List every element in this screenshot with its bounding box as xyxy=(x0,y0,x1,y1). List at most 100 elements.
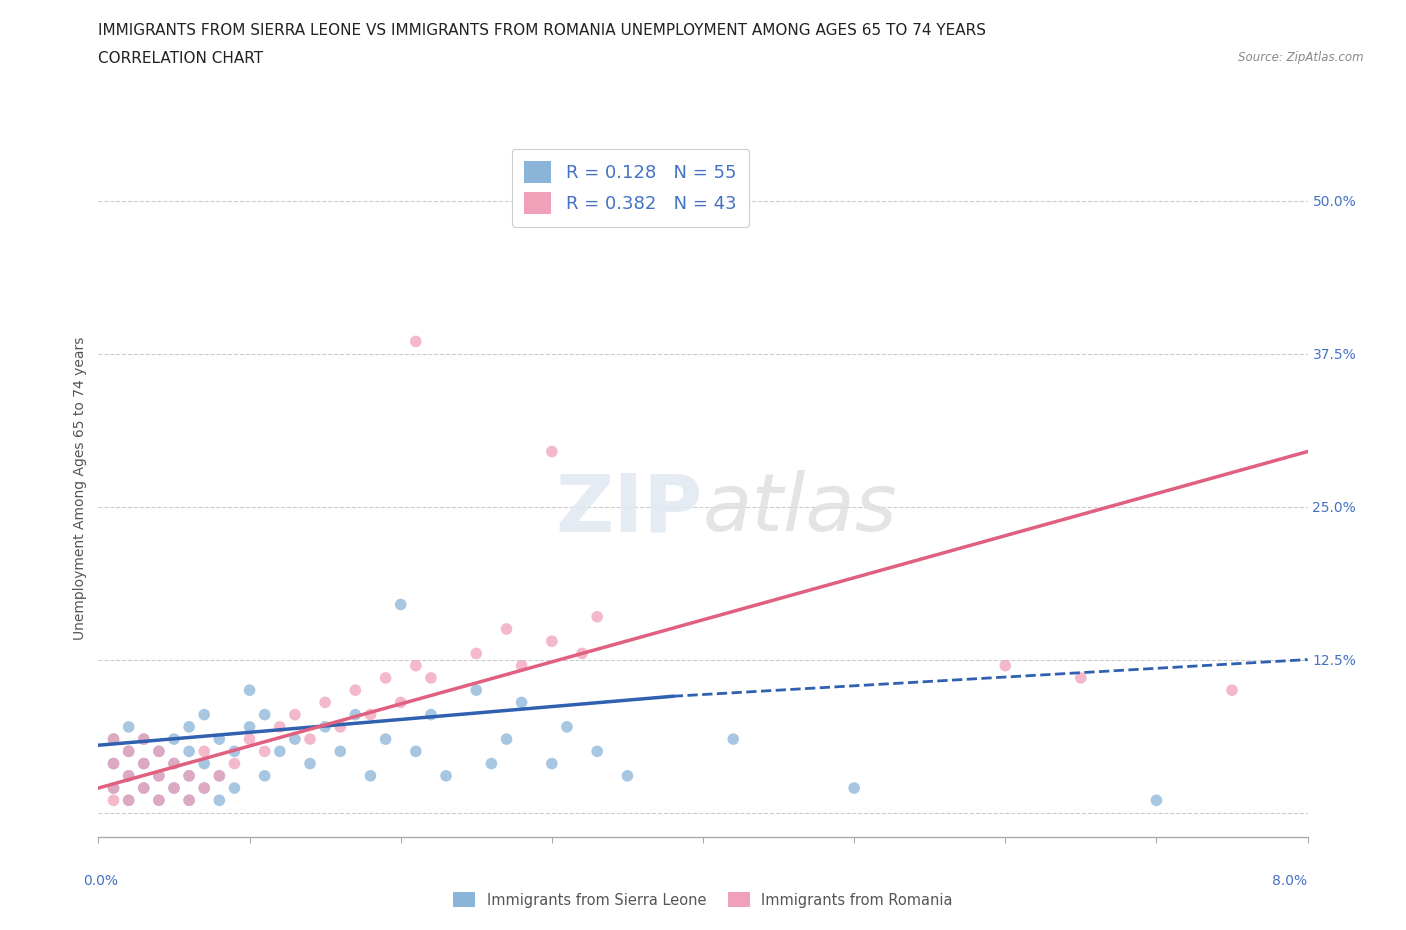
Point xyxy=(723,732,745,747)
Legend: Immigrants from Sierra Leone, Immigrants from Romania: Immigrants from Sierra Leone, Immigrants… xyxy=(447,886,959,913)
Point xyxy=(179,768,201,783)
Point xyxy=(239,720,262,735)
Point xyxy=(103,793,125,808)
Point xyxy=(239,732,262,747)
Point xyxy=(269,720,291,735)
Point xyxy=(253,744,276,759)
Point xyxy=(163,780,186,795)
Text: 0.0%: 0.0% xyxy=(83,873,118,888)
Point xyxy=(405,334,427,349)
Point xyxy=(179,793,201,808)
Text: 8.0%: 8.0% xyxy=(1272,873,1308,888)
Point xyxy=(329,720,352,735)
Point xyxy=(389,597,412,612)
Point xyxy=(148,768,170,783)
Point xyxy=(1070,671,1092,685)
Point xyxy=(253,768,276,783)
Point xyxy=(179,744,201,759)
Point xyxy=(193,707,215,722)
Point xyxy=(1146,793,1168,808)
Point xyxy=(269,744,291,759)
Y-axis label: Unemployment Among Ages 65 to 74 years: Unemployment Among Ages 65 to 74 years xyxy=(73,337,87,640)
Point xyxy=(193,744,215,759)
Point xyxy=(465,683,488,698)
Point xyxy=(344,683,367,698)
Point xyxy=(163,732,186,747)
Point xyxy=(118,744,141,759)
Point xyxy=(844,780,866,795)
Point xyxy=(103,732,125,747)
Point xyxy=(284,707,307,722)
Point xyxy=(103,780,125,795)
Point xyxy=(132,756,155,771)
Point xyxy=(118,793,141,808)
Point xyxy=(481,756,503,771)
Point xyxy=(208,732,231,747)
Point xyxy=(420,671,443,685)
Point xyxy=(420,707,443,722)
Point xyxy=(495,732,517,747)
Point xyxy=(103,732,125,747)
Point xyxy=(208,768,231,783)
Point xyxy=(510,695,533,710)
Point xyxy=(163,756,186,771)
Point xyxy=(132,732,155,747)
Text: IMMIGRANTS FROM SIERRA LEONE VS IMMIGRANTS FROM ROMANIA UNEMPLOYMENT AMONG AGES : IMMIGRANTS FROM SIERRA LEONE VS IMMIGRAN… xyxy=(98,23,987,38)
Point xyxy=(103,756,125,771)
Point xyxy=(586,744,609,759)
Point xyxy=(299,756,322,771)
Point xyxy=(148,768,170,783)
Point xyxy=(299,732,322,747)
Point xyxy=(314,695,336,710)
Point xyxy=(148,793,170,808)
Point xyxy=(224,744,246,759)
Point xyxy=(118,768,141,783)
Point xyxy=(434,768,457,783)
Point xyxy=(374,671,396,685)
Text: ZIP: ZIP xyxy=(555,471,703,548)
Text: Source: ZipAtlas.com: Source: ZipAtlas.com xyxy=(1239,51,1364,64)
Point xyxy=(374,732,396,747)
Point xyxy=(193,780,215,795)
Point xyxy=(994,658,1017,673)
Point xyxy=(179,793,201,808)
Point xyxy=(132,732,155,747)
Point xyxy=(541,756,564,771)
Point xyxy=(586,609,609,624)
Point xyxy=(179,720,201,735)
Point xyxy=(163,756,186,771)
Point xyxy=(405,658,427,673)
Point xyxy=(132,780,155,795)
Point xyxy=(389,695,412,710)
Point xyxy=(224,756,246,771)
Point xyxy=(132,756,155,771)
Text: CORRELATION CHART: CORRELATION CHART xyxy=(98,51,263,66)
Point xyxy=(360,768,382,783)
Point xyxy=(118,768,141,783)
Point xyxy=(510,658,533,673)
Point xyxy=(344,707,367,722)
Point xyxy=(148,744,170,759)
Point xyxy=(148,793,170,808)
Point xyxy=(193,780,215,795)
Text: atlas: atlas xyxy=(703,471,898,548)
Point xyxy=(118,720,141,735)
Point xyxy=(405,744,427,759)
Point xyxy=(314,720,336,735)
Point xyxy=(103,756,125,771)
Point xyxy=(465,646,488,661)
Point xyxy=(103,780,125,795)
Point xyxy=(541,633,564,648)
Point xyxy=(224,780,246,795)
Point xyxy=(541,445,564,459)
Legend: R = 0.128   N = 55, R = 0.382   N = 43: R = 0.128 N = 55, R = 0.382 N = 43 xyxy=(512,149,749,227)
Point xyxy=(329,744,352,759)
Point xyxy=(118,744,141,759)
Point xyxy=(616,768,638,783)
Point xyxy=(571,646,593,661)
Point xyxy=(163,780,186,795)
Point xyxy=(208,793,231,808)
Point xyxy=(179,768,201,783)
Point xyxy=(495,621,517,636)
Point xyxy=(1220,683,1243,698)
